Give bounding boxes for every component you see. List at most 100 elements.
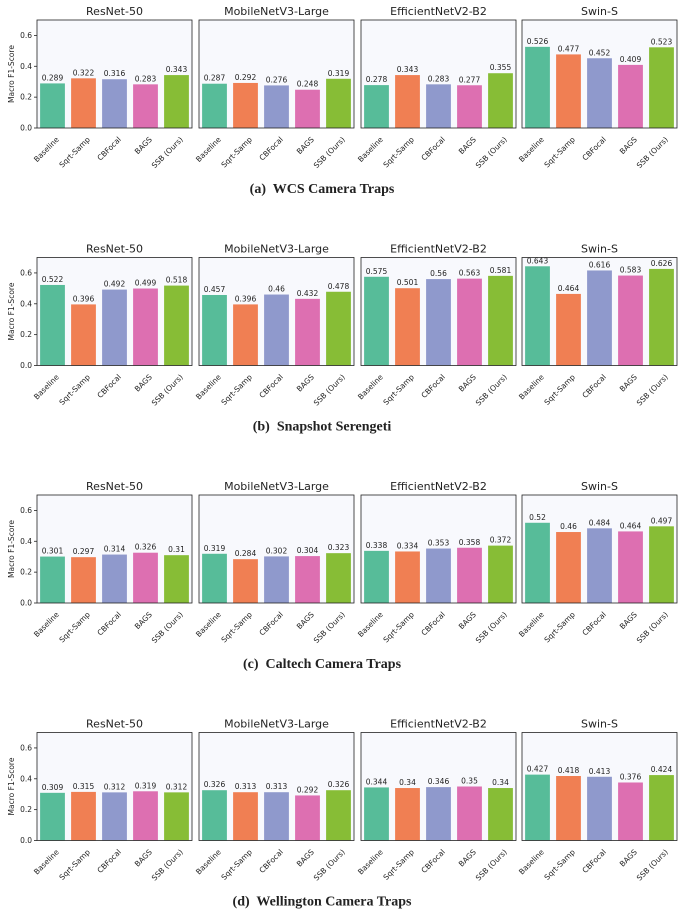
x-tick-label: Baseline: [517, 610, 546, 639]
bar: [395, 788, 420, 841]
bar: [133, 84, 158, 128]
value-label: 0.313: [266, 782, 288, 791]
value-label: 0.501: [397, 278, 419, 287]
value-label: 0.492: [104, 280, 126, 289]
y-axis-label: Macro F1-Score: [7, 45, 16, 103]
chart-title: MobileNetV3-Large: [224, 718, 329, 731]
x-tick-label: Baseline: [517, 135, 546, 164]
bar: [525, 266, 550, 366]
x-tick-label: Sqrt-Samp: [57, 847, 92, 882]
bar: [295, 556, 320, 603]
value-label: 0.355: [490, 63, 512, 72]
value-label: 0.304: [297, 546, 319, 555]
value-label: 0.563: [459, 269, 481, 278]
y-tick-label: 0.6: [20, 268, 32, 277]
value-label: 0.523: [651, 37, 673, 46]
x-tick-label: BAGS: [618, 610, 639, 631]
bar: [395, 551, 420, 603]
y-tick-label: 0.0: [20, 599, 32, 608]
plot-frame: [360, 257, 517, 366]
x-tick-label: Sqrt-Samp: [381, 610, 416, 645]
bar: [326, 291, 351, 366]
x-tick-label: BAGS: [618, 372, 639, 393]
value-label: 0.313: [235, 782, 257, 791]
x-tick-label: BAGS: [133, 372, 154, 393]
value-label: 0.326: [328, 780, 350, 789]
value-label: 0.312: [104, 782, 126, 791]
x-tick-label: SSB (Ours): [312, 610, 347, 645]
bar: [426, 279, 451, 366]
x-tick-label: SSB (Ours): [635, 847, 670, 882]
bar: [488, 545, 513, 603]
x-tick-label: Sqrt-Samp: [381, 372, 416, 407]
value-label: 0.323: [328, 543, 350, 552]
bar: [40, 83, 65, 128]
x-tick-label: SSB (Ours): [635, 610, 670, 645]
x-tick-label: CBFocal: [580, 610, 607, 637]
x-tick-label: CBFocal: [580, 373, 607, 400]
value-label: 0.292: [235, 73, 257, 82]
chart-title: EfficientNetV2-B2: [390, 718, 487, 731]
value-label: 0.643: [527, 256, 549, 265]
x-tick-label: BAGS: [295, 372, 316, 393]
x-tick-label: SSB (Ours): [312, 135, 347, 170]
bar: [164, 285, 189, 366]
bar: [202, 790, 227, 841]
bar: [133, 791, 158, 841]
bar: [525, 46, 550, 128]
x-tick-label: Sqrt-Samp: [57, 135, 92, 170]
bar: [71, 791, 96, 841]
x-tick-label: Baseline: [194, 135, 223, 164]
bar: [556, 532, 581, 603]
chart-title: Swin-S: [581, 480, 618, 493]
x-tick-label: Sqrt-Samp: [381, 847, 416, 882]
x-tick-label: SSB (Ours): [635, 135, 670, 170]
caption: (a) WCS Camera Traps: [250, 182, 395, 197]
value-label: 0.413: [589, 767, 611, 776]
x-tick-label: Baseline: [32, 372, 61, 401]
value-label: 0.583: [620, 266, 642, 275]
value-label: 0.457: [204, 285, 226, 294]
x-tick-label: SSB (Ours): [312, 372, 347, 407]
x-tick-label: SSB (Ours): [150, 610, 185, 645]
x-tick-label: BAGS: [295, 135, 316, 156]
y-axis-label: Macro F1-Score: [7, 757, 16, 815]
bar: [40, 556, 65, 603]
bar: [525, 522, 550, 603]
chart-title: ResNet-50: [86, 718, 143, 731]
value-label: 0.396: [235, 294, 257, 303]
y-tick-label: 0.2: [20, 568, 32, 577]
value-label: 0.575: [366, 267, 388, 276]
bar: [233, 792, 258, 841]
bar: [556, 54, 581, 128]
bar: [102, 79, 127, 128]
bar: [264, 85, 289, 128]
value-label: 0.312: [166, 782, 188, 791]
bar: [202, 294, 227, 366]
bar: [326, 78, 351, 128]
value-label: 0.581: [490, 266, 512, 275]
x-tick-label: BAGS: [457, 372, 478, 393]
plot-frame: [198, 732, 355, 841]
x-tick-label: CBFocal: [257, 373, 284, 400]
x-tick-label: BAGS: [295, 847, 316, 868]
y-tick-label: 0.4: [20, 537, 32, 546]
bar: [102, 792, 127, 841]
value-label: 0.316: [104, 69, 126, 78]
plot-frame: [521, 494, 678, 604]
plot-frame: [36, 494, 193, 604]
bar: [426, 787, 451, 841]
bar: [488, 275, 513, 366]
x-tick-label: Sqrt-Samp: [219, 135, 254, 170]
x-tick-label: Sqrt-Samp: [219, 610, 254, 645]
y-tick-label: 0.4: [20, 62, 32, 71]
value-label: 0.326: [204, 780, 226, 789]
bar: [164, 792, 189, 841]
plot-frame: [521, 19, 678, 129]
value-label: 0.427: [527, 765, 549, 774]
x-tick-label: CBFocal: [419, 135, 446, 162]
value-label: 0.499: [135, 279, 157, 288]
bar: [364, 787, 389, 841]
chart-title: EfficientNetV2-B2: [390, 5, 487, 18]
